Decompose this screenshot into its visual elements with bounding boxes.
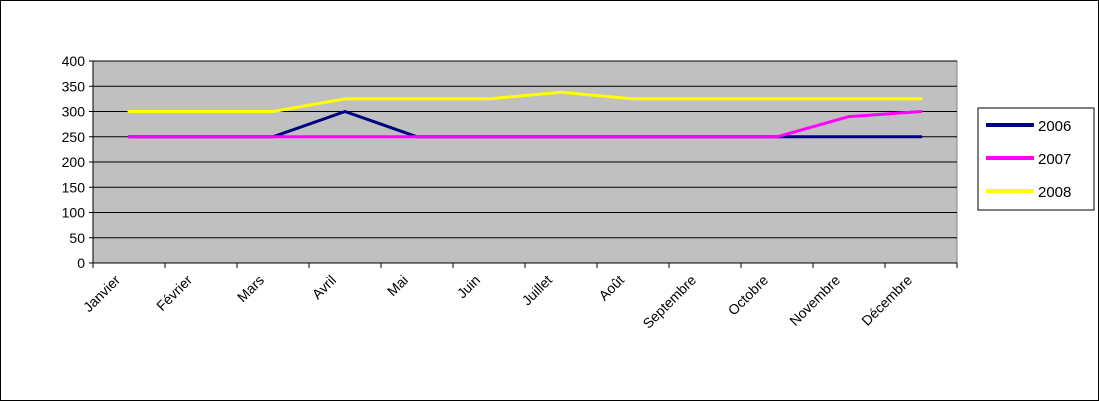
y-tick-label: 400 — [62, 53, 86, 69]
x-tick-label: Juin — [454, 272, 483, 301]
legend: 2006 2007 2008 — [977, 107, 1095, 211]
x-tick-label: Juillet — [518, 272, 555, 309]
y-tick-label: 50 — [69, 230, 85, 246]
x-axis: Janvier Février Mars Avril Mai Juin Juillet Aoû… — [80, 262, 958, 332]
series-line-2007 — [127, 110, 923, 139]
series-lines — [127, 90, 923, 139]
x-tick-label: Février — [153, 272, 195, 314]
x-tick-label: Avril — [309, 272, 339, 302]
x-tick-label: Octobre — [725, 272, 772, 319]
y-tick-label: 0 — [77, 255, 85, 271]
series-line-2008 — [127, 90, 923, 113]
legend-label-2008: 2008 — [1038, 184, 1071, 201]
x-tick-label: Décembre — [858, 272, 915, 329]
x-tick-label: Mai — [384, 272, 411, 299]
y-tick-label: 250 — [62, 129, 86, 145]
y-tick-label: 300 — [62, 104, 86, 120]
legend-label-2006: 2006 — [1038, 118, 1071, 135]
x-tick-label: Novembre — [786, 272, 843, 329]
legend-label-2007: 2007 — [1038, 151, 1071, 168]
y-tick-label: 350 — [62, 78, 86, 94]
y-tick-label: 100 — [62, 205, 86, 221]
y-tick-label: 200 — [62, 154, 86, 170]
x-tick-label: Septembre — [639, 272, 699, 332]
x-tick-label: Mars — [234, 272, 267, 305]
x-tick-label: Janvier — [80, 272, 123, 315]
y-tick-label: 150 — [62, 179, 86, 195]
y-axis: 0 50 100 150 200 250 300 350 400 — [62, 53, 94, 271]
x-tick-label: Août — [595, 272, 627, 304]
